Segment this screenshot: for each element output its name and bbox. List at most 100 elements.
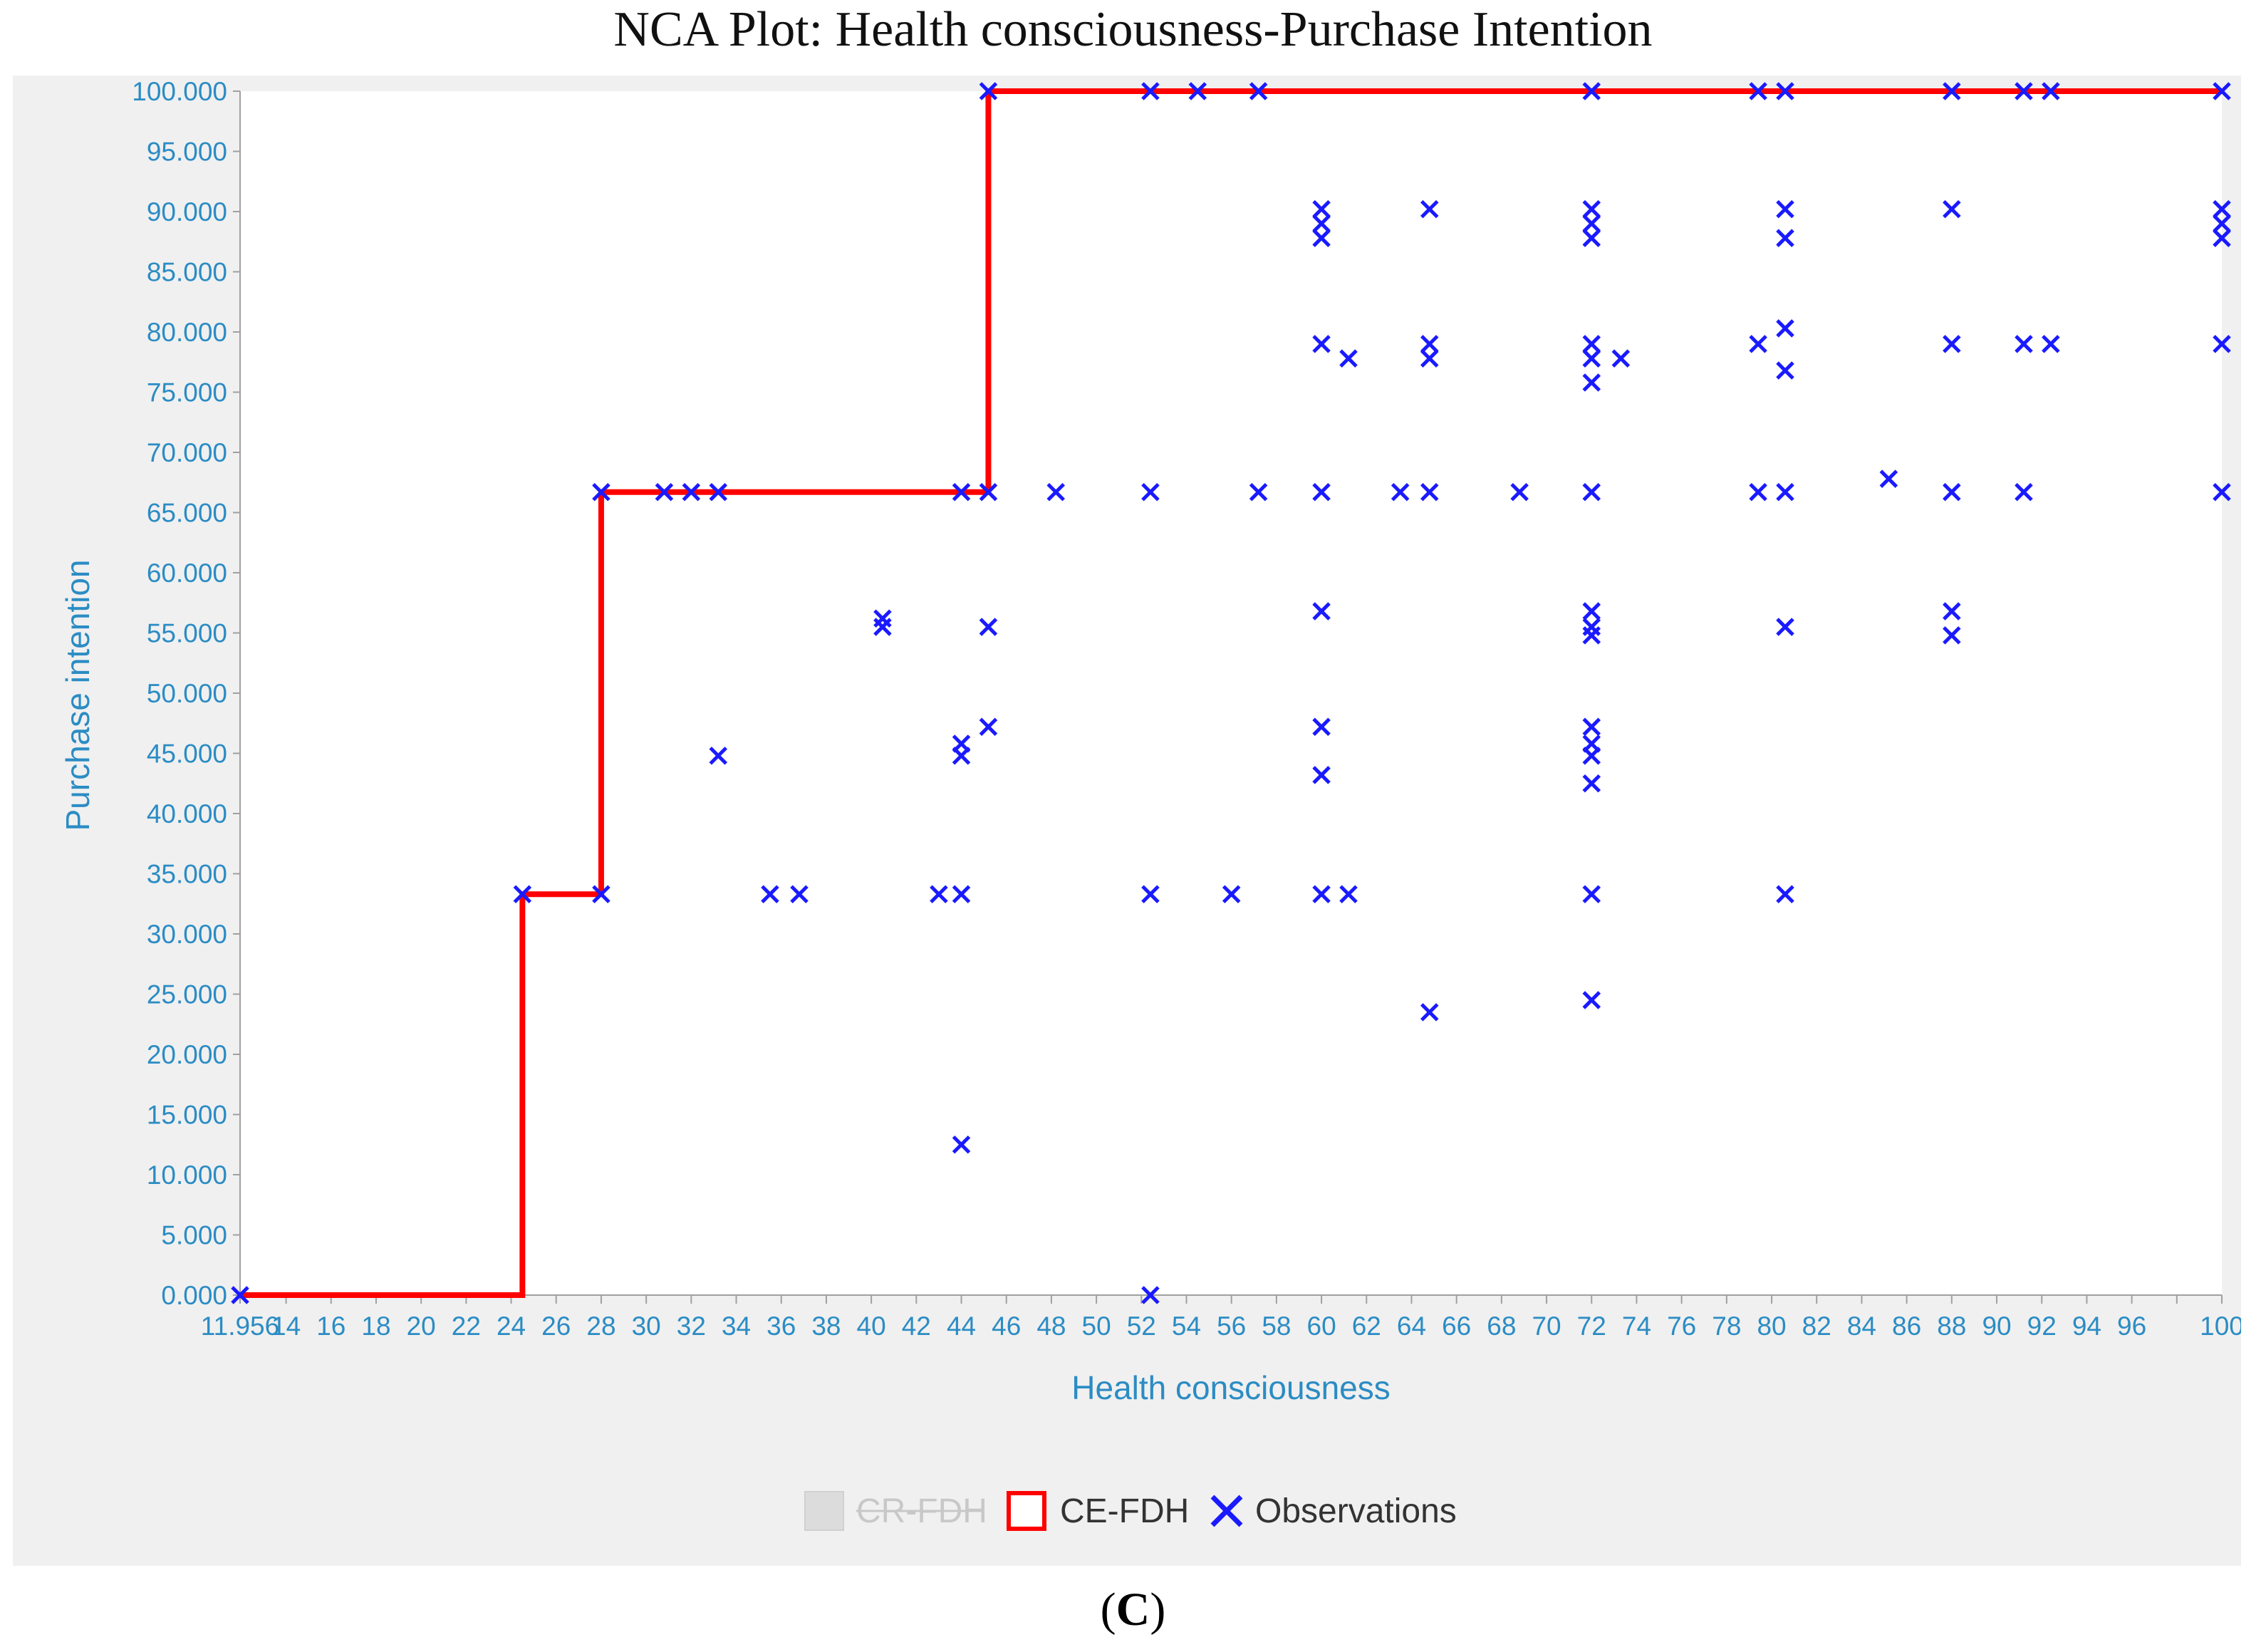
observation-point	[1582, 349, 1601, 368]
observation-point	[1582, 199, 1601, 219]
observation-point	[709, 747, 728, 765]
observation-stroke-b	[1943, 602, 1961, 620]
y-tick-label: 70.000	[147, 438, 227, 467]
observation-point	[952, 483, 971, 502]
x-tick-label: 24	[497, 1311, 526, 1341]
observation-point	[1339, 349, 1358, 368]
y-tick-label: 25.000	[147, 980, 227, 1009]
x-tick-label: 50	[1082, 1311, 1111, 1341]
y-tick-label: 100.000	[132, 77, 227, 106]
observation-point	[790, 885, 809, 903]
observation-stroke-b	[1776, 199, 1794, 219]
observation-point	[952, 734, 971, 753]
y-tick-label: 95.000	[147, 137, 227, 167]
x-tick-label: 16	[316, 1311, 345, 1341]
legend-swatch-observations-b	[1210, 1495, 1243, 1527]
y-axis: 0.000 5.000 10.000 15.000 20.000 25.000 30.000…	[132, 77, 241, 1310]
observation-point	[2213, 82, 2231, 100]
observation-point	[952, 885, 971, 903]
observation-stroke-b	[2213, 483, 2231, 502]
observation-stroke-b	[1582, 82, 1601, 100]
observation-point	[513, 885, 532, 903]
panel-label-open: (	[1100, 1584, 1116, 1636]
observation-stroke-b	[1312, 602, 1331, 620]
x-tick-label: 34	[722, 1311, 751, 1341]
x-tick-label: 76	[1667, 1311, 1696, 1341]
observation-point	[2213, 335, 2231, 353]
x-tick-label: 70	[1532, 1311, 1561, 1341]
chart-panel: 0.000 5.000 10.000 15.000 20.000 25.000 30.000…	[13, 76, 2241, 1566]
legend-item-ce-fdh: CE-FDH	[1007, 1491, 1189, 1531]
observation-point	[592, 885, 610, 903]
observation-point	[1943, 602, 1961, 620]
legend: CR-FDH CE-FDH Observations	[804, 1491, 1457, 1531]
x-tick-label: 44	[947, 1311, 976, 1341]
observation-point	[1611, 349, 1631, 368]
observation-stroke-b	[1249, 483, 1268, 502]
observation-stroke-b	[1943, 82, 1961, 100]
observation-stroke-b	[1312, 717, 1331, 737]
chart-title: NCA Plot: Health consciousness-Purchase …	[613, 2, 1653, 57]
x-tick-label: 90	[1982, 1311, 2011, 1341]
observation-stroke-b	[1582, 199, 1601, 219]
observation-point	[655, 483, 674, 502]
observation-stroke-b	[1141, 483, 1160, 502]
observation-stroke-b	[2213, 229, 2231, 247]
observation-point	[1312, 335, 1331, 353]
chart-svg: 0.000 5.000 10.000 15.000 20.000 25.000 30.000…	[59, 77, 2241, 1531]
observation-stroke-b	[1188, 82, 1207, 100]
observation-point	[682, 483, 701, 502]
observation-point	[1141, 82, 1160, 100]
observation-point	[1943, 199, 1961, 219]
observation-point	[1776, 483, 1794, 502]
observation-point	[1420, 483, 1439, 502]
observation-stroke-b	[1582, 214, 1601, 233]
observation-point	[1141, 1286, 1160, 1304]
x-tick-label: 68	[1487, 1311, 1516, 1341]
observation-stroke-b	[709, 747, 728, 765]
observation-stroke-b	[1582, 885, 1601, 903]
observation-point	[1391, 483, 1410, 502]
observation-point	[1776, 885, 1794, 903]
observation-point	[1582, 335, 1601, 353]
observation-stroke-b	[1420, 199, 1439, 219]
x-tick-label: 30	[632, 1311, 661, 1341]
y-tick-label: 85.000	[147, 258, 227, 287]
observation-point	[873, 609, 892, 628]
y-tick-label: 60.000	[147, 559, 227, 588]
observation-stroke-b	[1776, 618, 1794, 636]
observation-point	[1776, 618, 1794, 636]
observation-point	[2042, 335, 2060, 353]
observation-stroke-b	[1339, 885, 1358, 903]
observation-point	[1749, 82, 1767, 100]
observation-point	[1141, 885, 1160, 903]
observation-point	[1582, 774, 1601, 793]
x-tick-label: 11.956	[201, 1311, 279, 1341]
observation-point	[1582, 602, 1601, 620]
x-tick-label: 28	[586, 1311, 615, 1341]
observation-point	[1943, 483, 1961, 502]
observation-stroke-b	[1943, 626, 1961, 645]
observation-point	[1582, 717, 1601, 737]
observation-point	[930, 885, 948, 903]
observation-point	[761, 885, 779, 903]
observation-point	[2213, 199, 2231, 219]
x-tick-label: 46	[992, 1311, 1021, 1341]
observation-point	[1249, 82, 1268, 100]
observation-points	[231, 82, 2231, 1304]
observation-stroke-b	[979, 618, 998, 636]
observation-point	[1420, 349, 1439, 368]
observation-point	[1312, 483, 1331, 502]
observation-point	[1420, 1003, 1439, 1022]
x-tick-label: 84	[1847, 1311, 1876, 1341]
x-tick-label: 22	[452, 1311, 481, 1341]
observation-point	[1188, 82, 1207, 100]
observation-stroke-b	[1141, 885, 1160, 903]
legend-item-cr-fdh: CR-FDH	[804, 1491, 987, 1531]
x-tick-label: 56	[1217, 1311, 1246, 1341]
observation-point	[592, 483, 610, 502]
observation-stroke-b	[1249, 82, 1268, 100]
observation-point	[1312, 717, 1331, 737]
observation-point	[1249, 483, 1268, 502]
